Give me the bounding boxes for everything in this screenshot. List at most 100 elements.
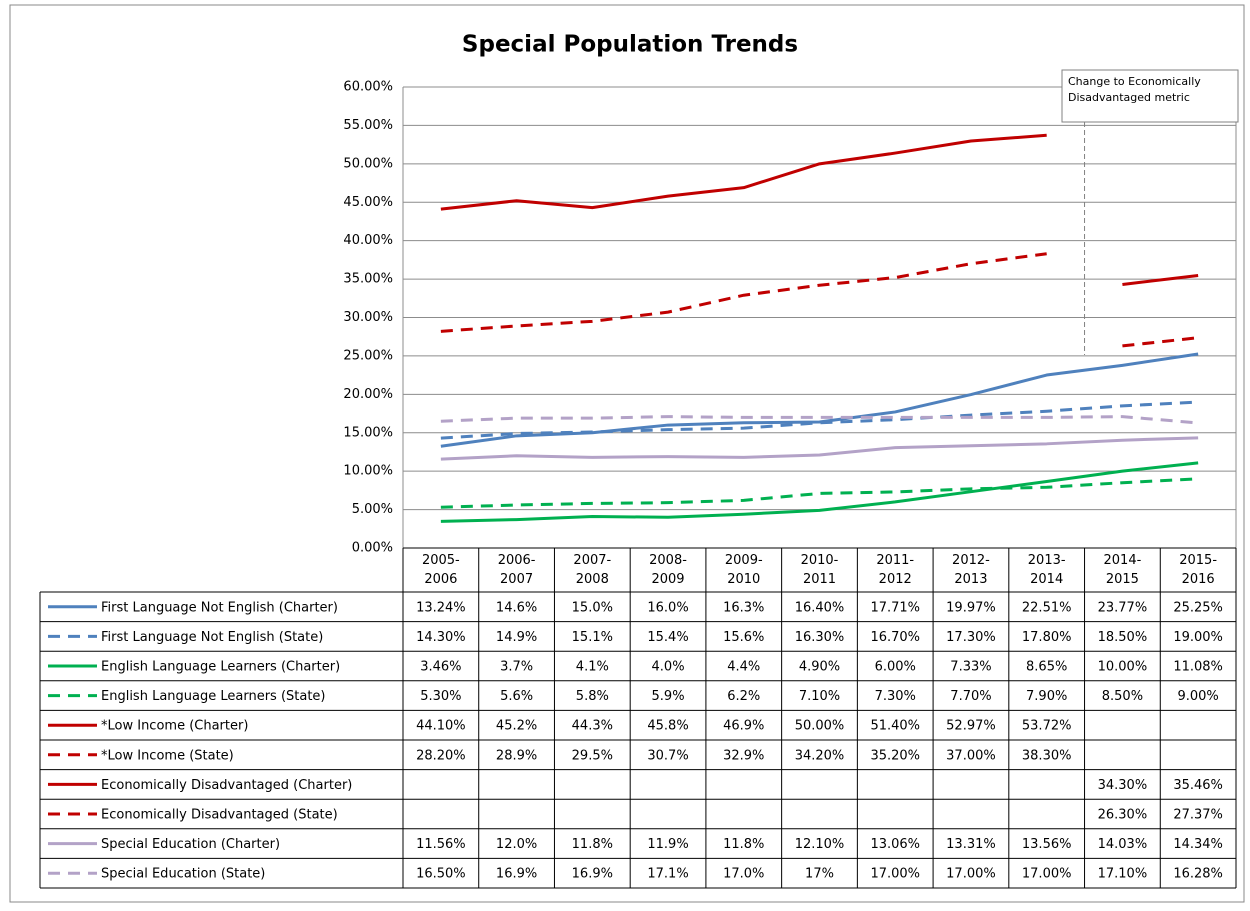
- x-tick: 2012-2013: [952, 553, 990, 587]
- value-label: 14.03%: [1098, 837, 1148, 852]
- x-tick-label: 2007-2008: [573, 553, 612, 587]
- value-label: 51.40%: [870, 719, 920, 734]
- x-tick: 2005-2006: [421, 553, 460, 587]
- value-label: 26.30%: [1098, 808, 1148, 823]
- value-label: 9.00%: [1177, 689, 1218, 704]
- value-label: 7.70%: [950, 689, 991, 704]
- value-label: 45.8%: [647, 719, 688, 734]
- value-label: 4.4%: [727, 660, 760, 675]
- value-label: 44.3%: [572, 719, 613, 734]
- x-tick: 2008-2009: [649, 553, 687, 587]
- annotation-box: [1061, 69, 1239, 123]
- value-label: 16.0%: [647, 600, 688, 615]
- y-tick-label: 60.00%: [343, 80, 393, 95]
- value-label: 18.50%: [1098, 630, 1148, 645]
- series-line: [1122, 274, 1199, 286]
- value-label: 16.50%: [416, 867, 466, 882]
- value-label: 17.00%: [1022, 867, 1072, 882]
- value-label: 7.33%: [950, 660, 991, 675]
- series-line: [440, 461, 1199, 523]
- value-label: 6.2%: [727, 689, 760, 704]
- x-tick-label: 2009-2010: [724, 553, 763, 587]
- value-label: 34.30%: [1098, 778, 1148, 793]
- annotation: Change to Economically Disadvantaged met…: [1068, 75, 1201, 104]
- value-label: 17.30%: [946, 630, 996, 645]
- value-label: 4.90%: [799, 660, 840, 675]
- value-label: 16.70%: [870, 630, 920, 645]
- legend-label: *Low Income (Charter): [101, 719, 248, 734]
- value-label: 19.97%: [946, 600, 996, 615]
- legend-label: Special Education (Charter): [101, 837, 280, 852]
- value-label: 50.00%: [795, 719, 845, 734]
- value-label: 16.3%: [723, 600, 764, 615]
- value-label: 4.0%: [652, 660, 685, 675]
- legend-label: First Language Not English (State): [101, 630, 323, 645]
- value-label: 5.6%: [500, 689, 533, 704]
- value-label: 11.08%: [1173, 660, 1223, 675]
- x-tick-label: 2014-2015: [1103, 553, 1142, 587]
- value-label: 32.9%: [723, 748, 764, 763]
- y-tick-label: 5.00%: [352, 502, 393, 517]
- value-label: 17.0%: [723, 867, 764, 882]
- y-tick-label: 30.00%: [343, 310, 393, 325]
- x-tick: 2014-2015: [1103, 553, 1142, 587]
- value-label: 8.65%: [1026, 660, 1067, 675]
- value-label: 16.30%: [795, 630, 845, 645]
- x-tick-label: 2011-2012: [876, 553, 915, 587]
- value-label: 4.1%: [576, 660, 609, 675]
- value-label: 52.97%: [946, 719, 996, 734]
- value-label: 14.30%: [416, 630, 466, 645]
- value-label: 14.9%: [496, 630, 537, 645]
- value-label: 13.24%: [416, 600, 466, 615]
- legend-label: Economically Disadvantaged (Charter): [101, 778, 352, 793]
- value-label: 17.80%: [1022, 630, 1072, 645]
- value-label: 45.2%: [496, 719, 537, 734]
- value-label: 35.20%: [870, 748, 920, 763]
- series-line: [440, 477, 1199, 509]
- value-label: 28.20%: [416, 748, 466, 763]
- y-tick-label: 45.00%: [343, 195, 393, 210]
- x-tick: 2011-2012: [876, 553, 915, 587]
- legend-label: English Language Learners (State): [101, 689, 326, 704]
- value-label: 12.0%: [496, 837, 537, 852]
- value-label: 7.90%: [1026, 689, 1067, 704]
- value-label: 17.00%: [870, 867, 920, 882]
- value-label: 6.00%: [875, 660, 916, 675]
- legend-label: First Language Not English (Charter): [101, 600, 338, 615]
- value-label: 44.10%: [416, 719, 466, 734]
- x-tick-label: 2005-2006: [421, 553, 460, 587]
- legend-label: English Language Learners (Charter): [101, 660, 340, 675]
- y-tick-label: 55.00%: [343, 118, 393, 133]
- value-label: 13.31%: [946, 837, 996, 852]
- value-label: 30.7%: [647, 748, 688, 763]
- value-label: 22.51%: [1022, 600, 1072, 615]
- x-tick-label: 2006-2007: [497, 553, 536, 587]
- series-line: [440, 400, 1199, 440]
- value-label: 46.9%: [723, 719, 764, 734]
- value-label: 12.10%: [795, 837, 845, 852]
- value-label: 3.46%: [420, 660, 461, 675]
- value-label: 13.06%: [870, 837, 920, 852]
- y-tick-label: 10.00%: [343, 464, 393, 479]
- value-label: 14.34%: [1173, 837, 1223, 852]
- value-label: 34.20%: [795, 748, 845, 763]
- value-label: 10.00%: [1098, 660, 1148, 675]
- y-tick-label: 15.00%: [343, 425, 393, 440]
- value-label: 28.9%: [496, 748, 537, 763]
- value-label: 11.56%: [416, 837, 466, 852]
- value-label: 38.30%: [1022, 748, 1072, 763]
- y-tick-label: 25.00%: [343, 348, 393, 363]
- x-tick: 2006-2007: [497, 553, 536, 587]
- x-tick-label: 2010-2011: [800, 553, 839, 587]
- x-tick: 2015-2016: [1179, 553, 1217, 587]
- x-tick-label: 2013-2014: [1027, 553, 1066, 587]
- value-label: 16.40%: [795, 600, 845, 615]
- value-label: 14.6%: [496, 600, 537, 615]
- y-tick-label: 35.00%: [343, 272, 393, 287]
- value-label: 17%: [805, 867, 834, 882]
- value-label: 35.46%: [1173, 778, 1223, 793]
- legend-label: Economically Disadvantaged (State): [101, 808, 338, 823]
- legend-label: Special Education (State): [101, 867, 265, 882]
